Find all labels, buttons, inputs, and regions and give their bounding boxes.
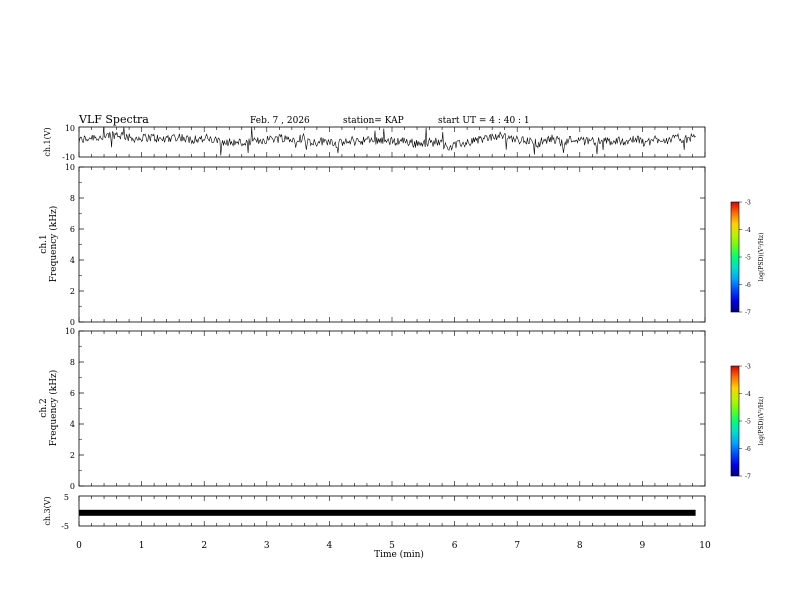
- ch3-ytick-bottom: -5: [61, 522, 69, 531]
- figure-title: VLF Spectra: [78, 113, 149, 126]
- time-axis: 0 1 2 3 4 5 6 7 8 9 10: [76, 127, 711, 551]
- ch1-spectrogram-ytick-label: 2: [70, 287, 75, 296]
- time-tick-label: 0: [76, 541, 82, 551]
- ch1-colorbar-tick-label: -6: [745, 282, 751, 289]
- ch1-spectrogram-ytick-label: 4: [70, 256, 75, 265]
- ch1-spectrogram-bg: [79, 167, 705, 322]
- time-tick-label: 1: [139, 541, 145, 551]
- ch2-colorbar-tick-label: -4: [745, 391, 751, 398]
- time-tick-label: 8: [577, 541, 583, 551]
- ch2-colorbar-label: log(PSD)(V²/Hz): [758, 397, 765, 446]
- ch2-colorbar: -3 -4 -5 -6 -7 log(PSD)(V²/Hz): [730, 364, 765, 481]
- ch1-ytick-bottom: -10: [62, 153, 75, 162]
- time-tick-label: 7: [514, 541, 520, 551]
- ch2-spectrogram-ytick-label: 8: [70, 358, 75, 367]
- ch3-ytick-top: 5: [64, 493, 69, 502]
- ch2-colorbar-tick-label: -3: [745, 364, 751, 371]
- ch1-ytick-top: 10: [65, 124, 75, 133]
- ch3-waveform-panel: 5 -5 ch.3(V): [43, 493, 706, 531]
- ch1-colorbar-gradient: [731, 202, 739, 312]
- ch1-spectrogram-ytick-label: 8: [70, 194, 75, 203]
- ch2-spectrogram-panel: 0 2 4 6 8 10 ch.2 Frequency (kHz): [39, 327, 706, 491]
- time-tick-label: 9: [640, 541, 646, 551]
- ch1-spectrogram-ytick-label: 0: [70, 318, 75, 327]
- ch2-colorbar-tick-label: -5: [745, 419, 751, 426]
- station-label: station= KAP: [343, 116, 404, 126]
- ch3-waveform-ylabel: ch.3(V): [43, 496, 52, 525]
- time-tick-label: 2: [201, 541, 207, 551]
- ch2-colorbar-tick-label: -6: [745, 446, 751, 453]
- time-tick-label: 3: [264, 541, 270, 551]
- ch3-waveform-trace: [79, 509, 696, 516]
- ch2-spectrogram-ytick-label: 10: [65, 327, 75, 336]
- ch1-colorbar-tick-label: -3: [745, 200, 751, 207]
- ch1-colorbar-tick-label: -5: [745, 255, 751, 262]
- ch2-colorbar-tick-label: -7: [745, 474, 751, 481]
- date-label: Feb. 7 , 2026: [250, 116, 310, 126]
- ch1-frequency-label: Frequency (kHz): [48, 206, 59, 283]
- ch1-colorbar-label: log(PSD)(V²/Hz): [758, 233, 765, 282]
- ch2-spectrogram-ytick-label: 4: [70, 420, 75, 429]
- time-axis-label: Time (min): [374, 549, 424, 560]
- ch1-colorbar: -3 -4 -5 -6 -7 log(PSD)(V²/Hz): [730, 200, 765, 317]
- ch1-spectrogram-ytick-label: 10: [65, 163, 75, 172]
- time-tick-label: 5: [389, 541, 395, 551]
- ch1-spectrogram-panel: 0 2 4 6 8 10 ch.1 Frequency (kHz): [39, 163, 706, 327]
- ch1-colorbar-tick-label: -4: [745, 227, 751, 234]
- ch1-waveform-ylabel: ch.1(V): [43, 127, 52, 156]
- time-tick-label: 6: [452, 541, 458, 551]
- time-tick-label: 4: [327, 541, 333, 551]
- ch2-spectrogram-ytick-label: 2: [70, 451, 75, 460]
- ch2-colorbar-gradient: [731, 366, 739, 476]
- ch2-spectrogram-ytick-label: 6: [70, 389, 75, 398]
- ch2-channel-label: ch.2: [39, 398, 49, 417]
- ch2-frequency-label: Frequency (kHz): [48, 370, 59, 447]
- ch1-waveform-panel: 10 -10 ch.1(V): [43, 124, 706, 162]
- ch2-spectrogram-ytick-label: 0: [70, 482, 75, 491]
- ch1-waveform-trace: [78, 126, 696, 156]
- ch2-spectrogram-bg: [79, 331, 705, 486]
- ch1-channel-label: ch.1: [39, 234, 49, 253]
- ch1-colorbar-tick-label: -7: [745, 310, 751, 317]
- ch1-spectrogram-ytick-label: 6: [70, 225, 75, 234]
- time-tick-label: 10: [699, 541, 711, 551]
- start-ut-label: start UT = 4 : 40 : 1: [438, 116, 530, 126]
